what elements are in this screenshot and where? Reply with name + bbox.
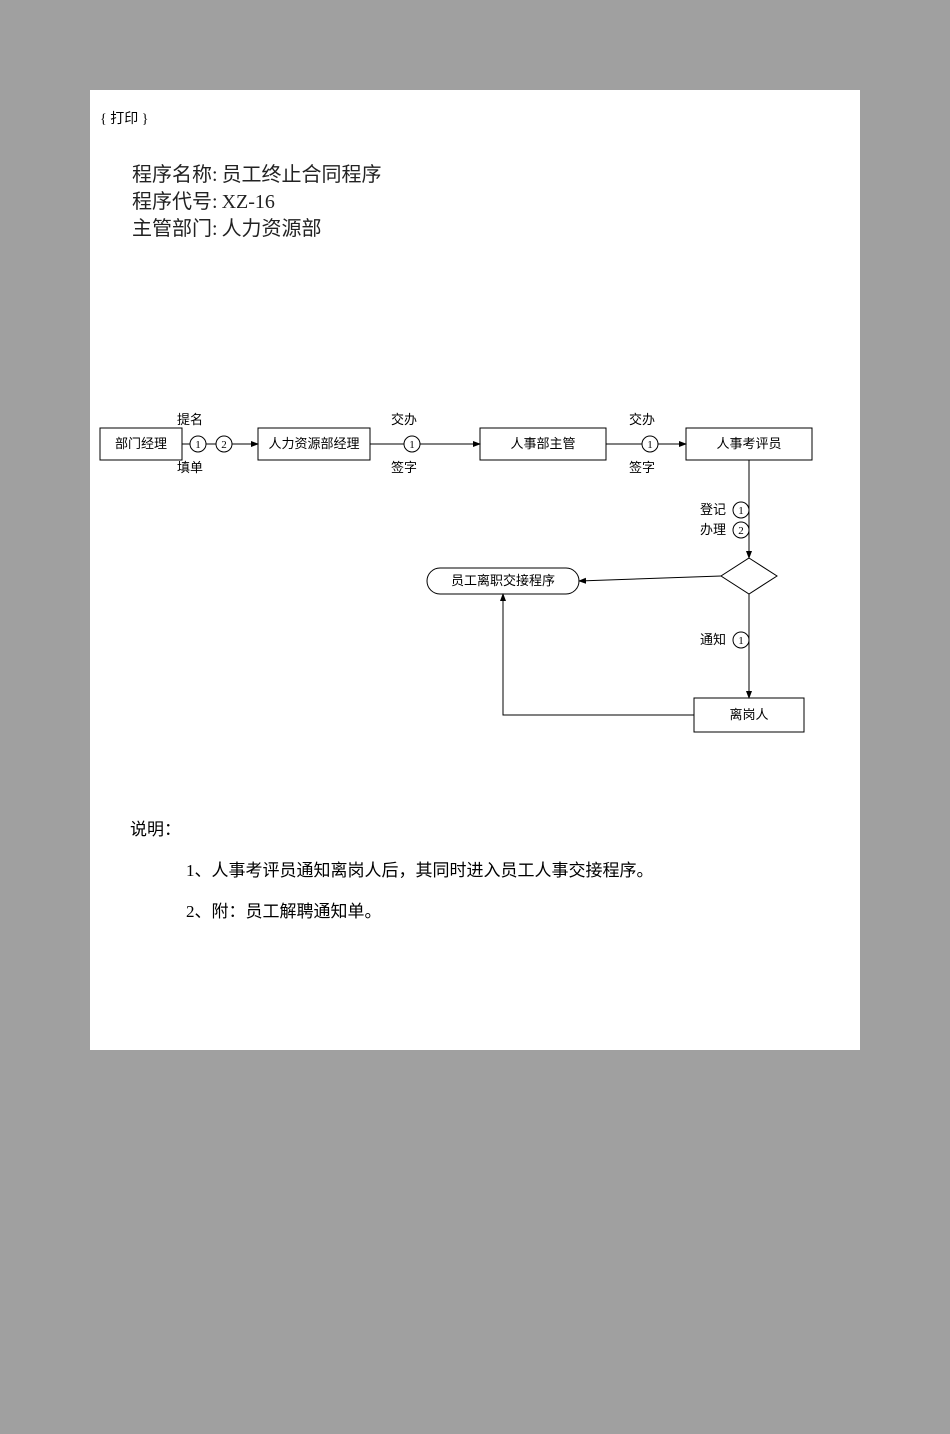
dept-label: 主管部门: (132, 216, 218, 243)
program-code-label: 程序代号: (132, 189, 218, 216)
svg-text:登记: 登记 (700, 502, 726, 517)
svg-text:2: 2 (738, 525, 744, 537)
svg-text:通知: 通知 (700, 632, 726, 647)
page: { 打印 } 程序名称: 员工终止合同程序 程序代号: XZ-16 主管部门: … (90, 90, 860, 1050)
program-name-value: 员工终止合同程序 (222, 162, 382, 189)
notes-title: 说明： (130, 810, 654, 851)
program-name-label: 程序名称: (132, 162, 218, 189)
print-link[interactable]: { 打印 } (100, 112, 148, 127)
svg-text:离岗人: 离岗人 (729, 707, 768, 722)
svg-text:1: 1 (738, 505, 744, 517)
program-header: 程序名称: 员工终止合同程序 程序代号: XZ-16 主管部门: 人力资源部 (132, 162, 850, 243)
program-code-value: XZ-16 (222, 189, 275, 216)
svg-text:填单: 填单 (177, 460, 203, 475)
flowchart: 部门经理 人力资源部经理 人事部主管 人事考评员员工离职交接程序离岗人 1 提名填单 2 1 交… (90, 318, 860, 748)
svg-text:交办: 交办 (391, 412, 417, 427)
svg-text:签字: 签字 (391, 460, 417, 475)
svg-text:1: 1 (738, 635, 744, 647)
svg-text:人力资源部经理: 人力资源部经理 (268, 436, 359, 451)
svg-text:签字: 签字 (629, 460, 655, 475)
svg-text:1: 1 (195, 439, 201, 451)
svg-text:人事部主管: 人事部主管 (510, 436, 575, 451)
notes-section: 说明： 1、人事考评员通知离岗人后，其同时进入员工人事交接程序。 2、附：员工解… (130, 810, 654, 932)
svg-text:交办: 交办 (629, 412, 655, 427)
svg-text:1: 1 (647, 439, 653, 451)
note-item-2: 2、附：员工解聘通知单。 (186, 892, 654, 933)
note-item-1: 1、人事考评员通知离岗人后，其同时进入员工人事交接程序。 (186, 851, 654, 892)
svg-text:员工离职交接程序: 员工离职交接程序 (451, 573, 555, 588)
svg-text:部门经理: 部门经理 (115, 436, 167, 451)
svg-text:2: 2 (221, 439, 227, 451)
svg-text:办理: 办理 (700, 522, 726, 537)
svg-text:1: 1 (409, 439, 415, 451)
dept-value: 人力资源部 (222, 216, 322, 243)
svg-text:提名: 提名 (177, 412, 203, 427)
svg-text:人事考评员: 人事考评员 (716, 436, 781, 451)
